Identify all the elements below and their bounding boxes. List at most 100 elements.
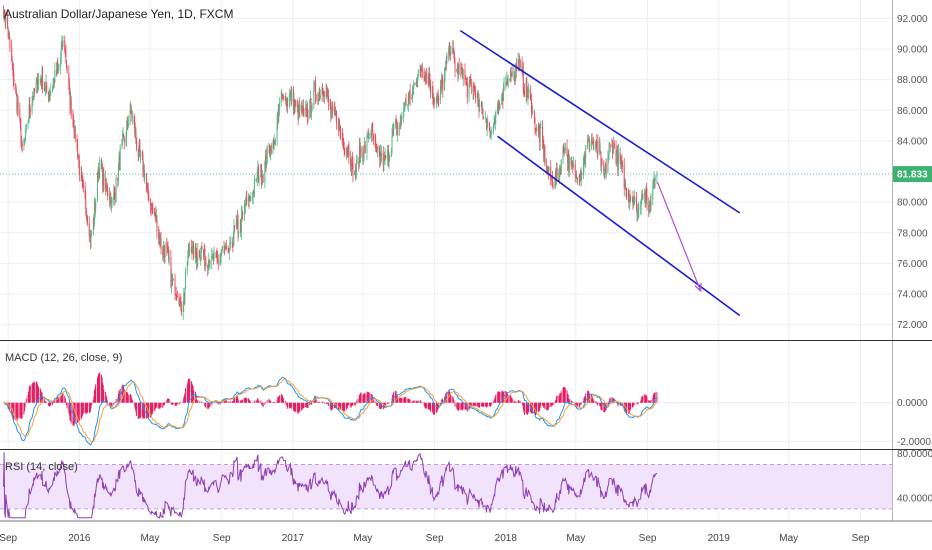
candle-body: [61, 42, 63, 47]
candle-body: [636, 205, 638, 215]
candle-body: [552, 185, 554, 188]
candle-body: [617, 151, 619, 171]
candle-body: [376, 146, 378, 150]
candle-body: [519, 60, 521, 62]
candle-body: [78, 157, 80, 160]
candle-body: [283, 97, 285, 100]
candle-body: [580, 171, 582, 179]
candle-body: [476, 96, 478, 98]
candle-body: [560, 159, 562, 174]
candle-body: [556, 167, 558, 176]
candle-body: [19, 109, 21, 119]
candle-body: [396, 127, 398, 135]
candle-body: [164, 250, 166, 259]
candle-body: [273, 142, 275, 144]
candle-body: [4, 19, 6, 24]
candle-body: [105, 178, 107, 188]
candle-body: [224, 247, 226, 249]
candle-body: [318, 95, 320, 103]
candle-body: [302, 105, 304, 108]
candle-body: [474, 93, 476, 98]
candle-body: [56, 65, 58, 75]
candle-body: [387, 150, 389, 153]
candle-body: [434, 102, 436, 105]
candle-body: [383, 158, 385, 165]
candle-body: [321, 88, 323, 95]
candle-body: [582, 165, 584, 176]
candle-body: [276, 122, 278, 140]
candle-body: [193, 245, 195, 259]
candle-body: [285, 98, 287, 105]
candle-body: [452, 47, 454, 50]
macd-tick-label: 0.0000: [897, 398, 928, 409]
candle-body: [403, 109, 405, 111]
candle-body: [393, 123, 395, 131]
candle-body: [648, 204, 650, 212]
candle-body: [502, 93, 504, 101]
candle-body: [358, 161, 360, 166]
candle-body: [20, 126, 22, 142]
candle-body: [609, 144, 611, 147]
candle-body: [607, 157, 609, 173]
drawings-layer[interactable]: [0, 29, 892, 317]
candle-body: [363, 145, 365, 158]
candle-body: [404, 100, 406, 104]
candle-body: [368, 134, 370, 139]
candle-body: [371, 129, 373, 131]
candle-body: [122, 134, 124, 135]
candle-body: [274, 140, 276, 144]
candle-body: [645, 190, 647, 205]
candle-body: [529, 88, 531, 98]
candle-body: [199, 256, 201, 258]
candle-body: [333, 107, 335, 111]
candle-body: [351, 158, 353, 162]
candle-body: [330, 112, 332, 116]
candle-body: [41, 70, 43, 85]
x-tick-label: 2018: [495, 533, 518, 544]
candle-body: [199, 250, 201, 257]
candle-body: [261, 181, 263, 185]
candle-body: [200, 246, 202, 254]
candle-body: [53, 79, 55, 83]
candle-body: [171, 274, 173, 287]
candle-body: [150, 206, 152, 211]
y-tick-label: 74.000: [897, 290, 928, 301]
candle-body: [421, 69, 423, 72]
candle-body: [311, 111, 313, 114]
candle-body: [47, 91, 49, 98]
candle-body: [458, 65, 460, 68]
candle-body: [483, 117, 485, 119]
candle-body: [352, 161, 354, 175]
y-tick-label: 92.000: [897, 14, 928, 25]
candle-body: [270, 145, 272, 153]
candle-body: [440, 86, 442, 88]
candle-body: [509, 71, 511, 80]
candle-body: [497, 104, 499, 108]
candle-body: [507, 80, 509, 85]
candle-body: [187, 255, 189, 266]
candle-body: [114, 193, 116, 198]
rsi-line: [3, 452, 658, 520]
candle-body: [307, 116, 309, 118]
candle-body: [278, 102, 280, 111]
candle-body: [379, 152, 381, 160]
candle-body: [42, 70, 44, 90]
candle-body: [97, 172, 99, 181]
candle-body: [40, 80, 42, 85]
candle-body: [514, 77, 516, 79]
candle-body: [642, 196, 644, 199]
candle-body: [305, 106, 307, 110]
candle-body: [342, 140, 344, 142]
candle-body: [497, 104, 499, 114]
candle-body: [70, 99, 72, 109]
candle-body: [147, 187, 149, 197]
candle-body: [511, 75, 513, 76]
rsi-tick-label: 40.0000: [897, 493, 932, 504]
candle-body: [597, 140, 599, 153]
candle-body: [596, 141, 598, 151]
candle-body: [110, 202, 112, 206]
candle-body: [28, 118, 30, 123]
candle-body: [327, 95, 329, 103]
candle-body: [372, 130, 374, 136]
